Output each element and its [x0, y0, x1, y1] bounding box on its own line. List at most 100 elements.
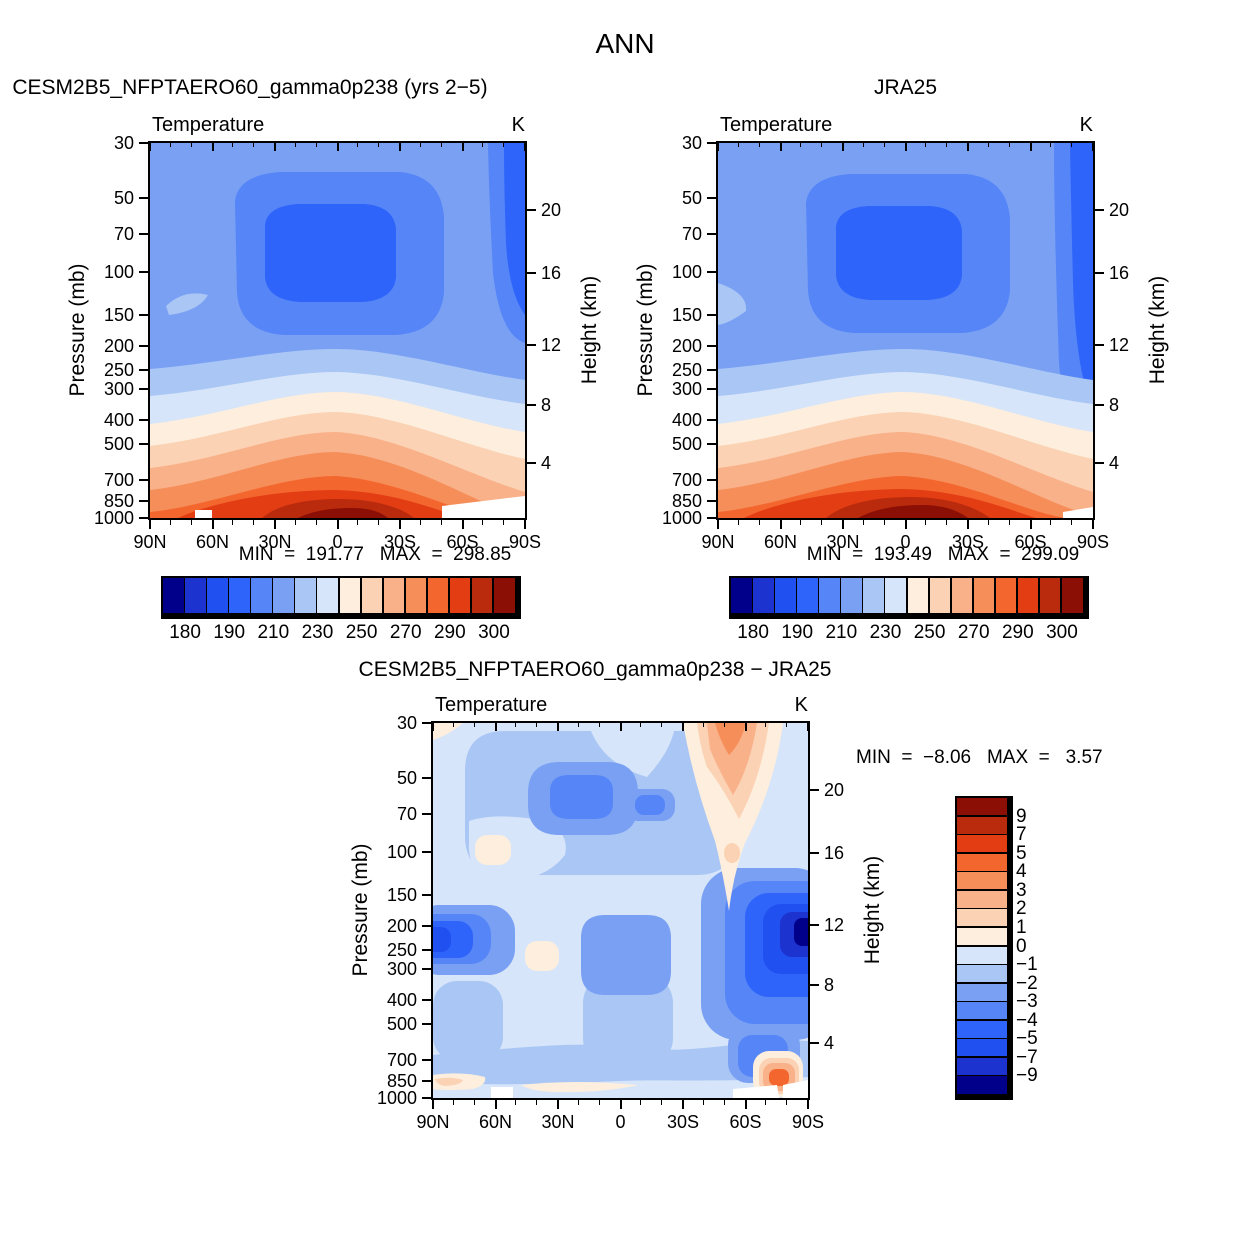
height-tick-label: 16 — [1109, 263, 1130, 284]
height-tick-label: 4 — [541, 452, 552, 473]
tick-mark — [294, 143, 296, 147]
tick-mark — [452, 1100, 454, 1105]
tick-mark — [1071, 520, 1073, 525]
lat-tick-label: 60S — [1014, 532, 1047, 552]
obs-height-axis-label: Height (km) — [1146, 275, 1169, 385]
tick-mark — [515, 1100, 517, 1105]
tick-mark — [707, 232, 716, 235]
height-tick-label: 16 — [541, 263, 562, 284]
lat-tick-label: 60N — [478, 1112, 513, 1132]
tick-mark — [139, 388, 148, 391]
colorbar-cell — [185, 578, 206, 613]
lat-tick-label: 90N — [701, 532, 735, 552]
tick-mark — [253, 143, 255, 147]
contour-region — [583, 973, 673, 1068]
tick-mark — [779, 143, 782, 151]
colorbar-cell — [995, 578, 1017, 613]
colorbar-tick-label: 190 — [781, 622, 814, 643]
tick-mark — [503, 520, 505, 525]
colorbar-cell — [957, 872, 1007, 890]
diff-pressure-axis-label: Pressure (mb) — [349, 843, 372, 977]
tick-mark — [315, 520, 317, 525]
colorbar-cell — [957, 890, 1007, 908]
diff-contour-plot — [433, 723, 808, 1098]
tick-mark — [707, 388, 716, 391]
tick-mark — [737, 143, 739, 147]
diff-height-axis-label: Height (km) — [861, 855, 884, 965]
tick-mark — [807, 723, 809, 731]
tick-mark — [807, 1100, 809, 1109]
lat-tick-label: 30S — [383, 532, 417, 552]
height-tick-label: 4 — [824, 1032, 835, 1053]
colorbar-cell — [361, 578, 383, 613]
tick-mark — [527, 272, 536, 275]
tick-mark — [211, 143, 214, 151]
tick-mark — [598, 1100, 600, 1105]
tick-mark — [987, 143, 989, 147]
tick-mark — [422, 1058, 431, 1061]
colorbar-cell — [317, 578, 338, 613]
tick-mark — [682, 1100, 684, 1109]
tick-mark — [967, 520, 969, 529]
tick-mark — [494, 1100, 497, 1109]
colorbar-tick-label: 4 — [1016, 861, 1027, 883]
tick-mark — [786, 723, 788, 727]
tick-mark — [821, 143, 823, 147]
model-units-label: K — [511, 114, 525, 136]
tick-mark — [422, 948, 431, 951]
tick-mark — [294, 520, 296, 525]
tick-mark — [422, 1022, 431, 1025]
tick-mark — [810, 984, 819, 987]
contour-region — [858, 505, 968, 518]
tick-mark — [139, 270, 148, 273]
tick-mark — [432, 1100, 434, 1109]
colorbar-tick-label: 300 — [1046, 622, 1078, 643]
contour-region — [521, 1082, 638, 1093]
tick-mark — [139, 499, 148, 502]
figure-title: ANN — [595, 28, 655, 59]
tick-mark — [432, 723, 434, 731]
tick-mark — [149, 143, 151, 151]
tick-mark — [422, 1079, 431, 1082]
height-tick-label: 20 — [1109, 200, 1130, 221]
tick-mark — [1092, 143, 1094, 151]
colorbar-tick-label: 210 — [257, 622, 290, 643]
surface-mask — [195, 510, 212, 518]
tick-mark — [723, 723, 725, 727]
pressure-tick-label: 700 — [386, 1049, 417, 1070]
contour-region — [591, 731, 674, 777]
tick-mark — [1008, 143, 1010, 147]
pressure-tick-label: 30 — [113, 133, 134, 153]
tick-mark — [883, 143, 885, 147]
tick-mark — [707, 314, 716, 317]
pressure-tick-label: 100 — [671, 261, 702, 282]
tick-mark — [274, 143, 276, 151]
tick-mark — [139, 344, 148, 347]
height-tick-label: 8 — [1109, 395, 1120, 416]
tick-mark — [482, 520, 484, 525]
tick-mark — [422, 722, 431, 724]
colorbar-tick-label: 230 — [869, 622, 902, 643]
tick-mark — [737, 520, 739, 525]
tick-mark — [810, 852, 819, 855]
tick-mark — [682, 723, 684, 731]
tick-mark — [440, 520, 442, 525]
pressure-tick-label: 100 — [103, 261, 134, 282]
tick-mark — [139, 142, 148, 144]
tick-mark — [723, 1100, 725, 1105]
tick-mark — [707, 196, 716, 199]
colorbar-tick-label: −7 — [1016, 1046, 1038, 1068]
pressure-tick-label: 300 — [103, 379, 134, 400]
tick-mark — [440, 143, 442, 147]
contour-region — [715, 723, 746, 755]
contour-region — [718, 283, 747, 325]
tick-mark — [336, 520, 339, 529]
tick-mark — [758, 143, 760, 147]
tick-mark — [967, 143, 969, 151]
colorbar-cell — [295, 578, 316, 613]
tick-mark — [661, 1100, 663, 1105]
contour-region — [433, 981, 503, 1061]
tick-mark — [800, 143, 802, 147]
tick-mark — [707, 419, 716, 422]
tick-mark — [925, 143, 927, 147]
